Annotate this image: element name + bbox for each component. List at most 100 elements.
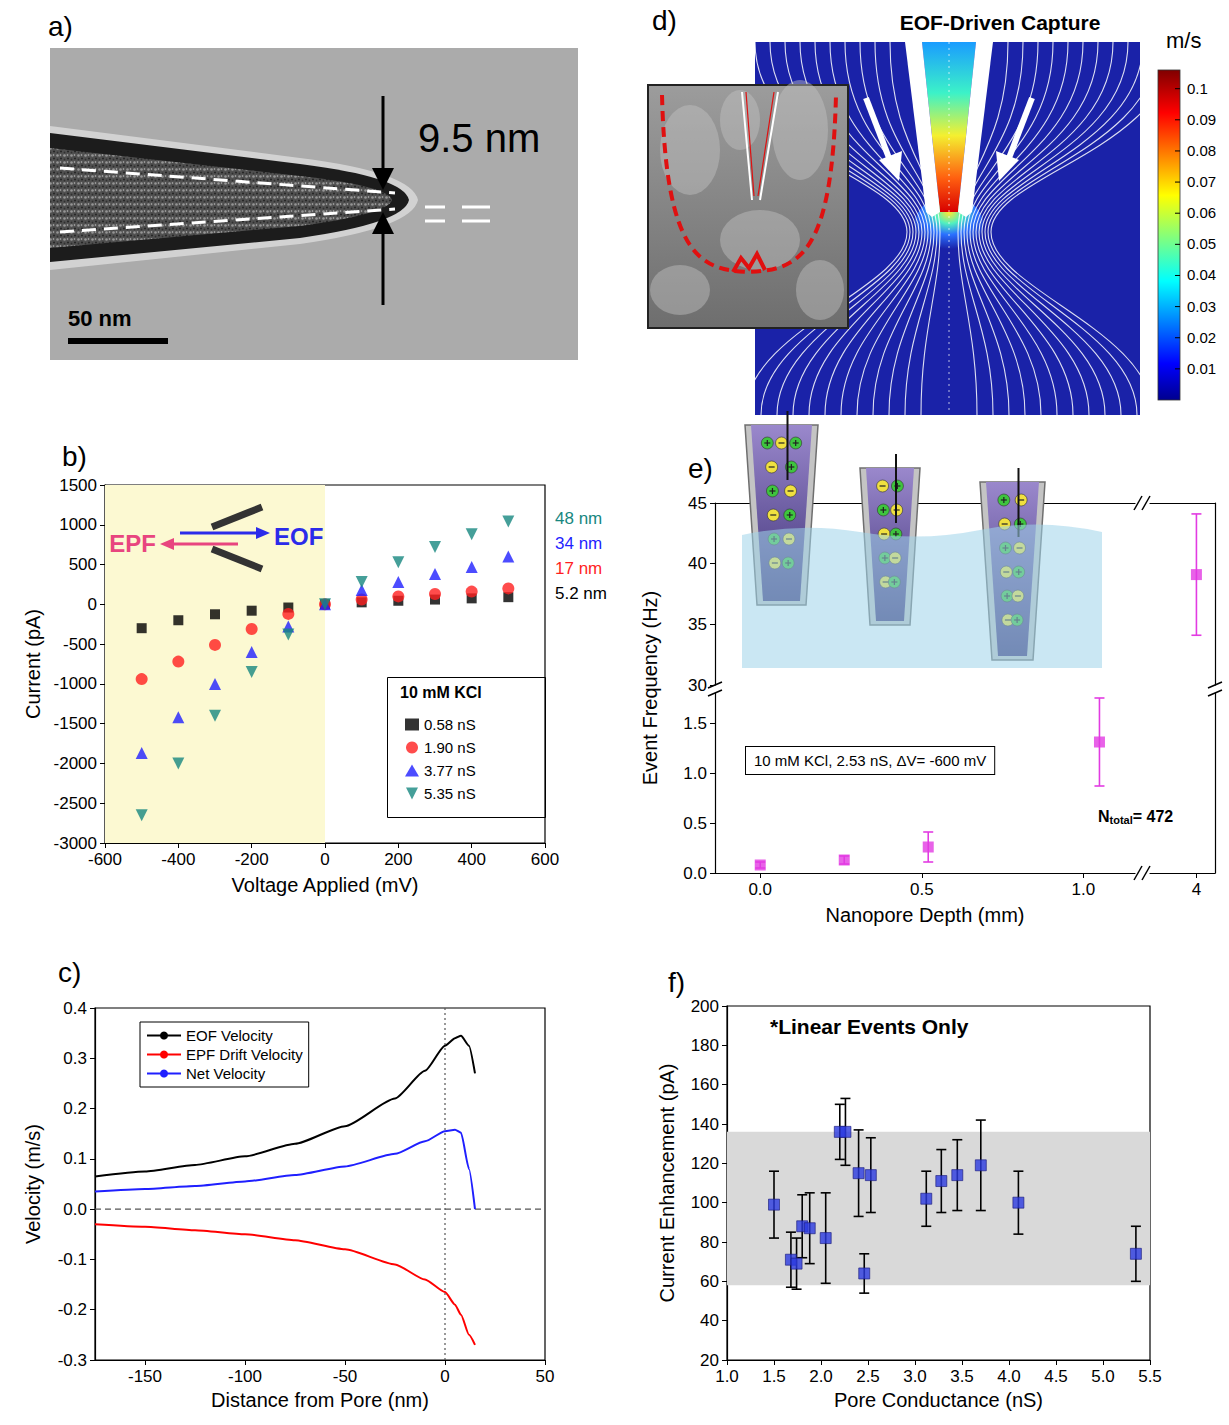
svg-text:*Linear Events Only: *Linear Events Only [770,1015,969,1038]
svg-text:-50: -50 [333,1367,358,1386]
svg-text:10 mM KCl, 2.53 nS, ΔV= -600 m: 10 mM KCl, 2.53 nS, ΔV= -600 mV [754,752,986,769]
svg-text:-200: -200 [235,850,269,869]
svg-text:Event Frequency (Hz): Event Frequency (Hz) [639,591,661,786]
svg-text:b): b) [62,441,87,472]
svg-text:Pore Conductance (nS): Pore Conductance (nS) [834,1389,1043,1411]
svg-text:EPF: EPF [109,530,156,557]
svg-text:80: 80 [700,1233,719,1252]
svg-text:140: 140 [691,1115,719,1134]
svg-text:50: 50 [536,1367,555,1386]
svg-text:0.09: 0.09 [1187,111,1216,128]
svg-text:a): a) [48,11,73,42]
svg-text:1.5: 1.5 [683,714,707,733]
svg-text:N: N [1098,808,1110,825]
svg-text:EOF Velocity: EOF Velocity [186,1027,273,1044]
svg-text:10 mM KCl: 10 mM KCl [400,684,482,701]
svg-text:-2500: -2500 [54,794,97,813]
svg-text:total: total [1110,814,1133,826]
svg-text:e): e) [688,453,713,484]
svg-text:180: 180 [691,1036,719,1055]
svg-text:1.90 nS: 1.90 nS [424,739,476,756]
svg-text:40: 40 [688,554,707,573]
svg-text:Distance from Pore (nm): Distance from Pore (nm) [211,1389,429,1411]
svg-text:600: 600 [531,850,559,869]
svg-text:50 nm: 50 nm [68,306,132,331]
svg-text:-0.2: -0.2 [58,1300,87,1319]
svg-text:5.0: 5.0 [1091,1367,1115,1386]
svg-text:4.0: 4.0 [997,1367,1021,1386]
svg-text:0.2: 0.2 [63,1099,87,1118]
svg-text:0.04: 0.04 [1187,266,1216,283]
svg-text:34 nm: 34 nm [555,534,602,553]
svg-text:f): f) [668,967,685,998]
svg-text:0.4: 0.4 [63,999,87,1018]
svg-text:EPF Drift Velocity: EPF Drift Velocity [186,1046,303,1063]
svg-text:3.5: 3.5 [950,1367,974,1386]
svg-text:0.0: 0.0 [748,880,772,899]
svg-text:17 nm: 17 nm [555,559,602,578]
svg-text:5.2 nm: 5.2 nm [555,584,607,603]
svg-text:-600: -600 [88,850,122,869]
svg-text:1000: 1000 [59,515,97,534]
svg-text:-0.1: -0.1 [58,1250,87,1269]
svg-text:0.03: 0.03 [1187,298,1216,315]
svg-text:3.0: 3.0 [903,1367,927,1386]
svg-text:45: 45 [688,494,707,513]
svg-text:5.5: 5.5 [1138,1367,1162,1386]
svg-text:4: 4 [1192,880,1201,899]
svg-text:0.5: 0.5 [910,880,934,899]
svg-text:3.77 nS: 3.77 nS [424,762,476,779]
svg-text:-1000: -1000 [54,674,97,693]
svg-text:0.07: 0.07 [1187,173,1216,190]
svg-text:40: 40 [700,1311,719,1330]
svg-text:48 nm: 48 nm [555,509,602,528]
svg-text:0.08: 0.08 [1187,142,1216,159]
svg-text:0.1: 0.1 [63,1149,87,1168]
svg-text:Velocity (m/s): Velocity (m/s) [22,1124,44,1244]
svg-text:-100: -100 [228,1367,262,1386]
svg-text:-400: -400 [161,850,195,869]
svg-text:9.5 nm: 9.5 nm [418,116,540,160]
svg-text:0.5: 0.5 [683,814,707,833]
svg-text:0.02: 0.02 [1187,329,1216,346]
svg-text:1.0: 1.0 [683,764,707,783]
svg-text:0: 0 [88,595,97,614]
svg-text:35: 35 [688,615,707,634]
svg-text:4.5: 4.5 [1044,1367,1068,1386]
svg-text:1.5: 1.5 [762,1367,786,1386]
svg-text:2.5: 2.5 [856,1367,880,1386]
svg-text:Current Enhancement (pA): Current Enhancement (pA) [656,1063,678,1302]
svg-text:200: 200 [691,997,719,1016]
svg-text:0.05: 0.05 [1187,235,1216,252]
svg-text:1.0: 1.0 [715,1367,739,1386]
svg-text:-0.3: -0.3 [58,1351,87,1370]
svg-text:400: 400 [457,850,485,869]
svg-text:5.35 nS: 5.35 nS [424,785,476,802]
svg-text:-1500: -1500 [54,714,97,733]
svg-text:2.0: 2.0 [809,1367,833,1386]
svg-text:0.3: 0.3 [63,1049,87,1068]
svg-text:0: 0 [320,850,329,869]
svg-text:1500: 1500 [59,476,97,495]
svg-text:0.58 nS: 0.58 nS [424,716,476,733]
svg-text:0.01: 0.01 [1187,360,1216,377]
svg-text:-500: -500 [63,635,97,654]
svg-text:= 472: = 472 [1133,808,1174,825]
svg-text:0.06: 0.06 [1187,204,1216,221]
svg-text:200: 200 [384,850,412,869]
svg-text:d): d) [652,5,677,36]
svg-text:Net Velocity: Net Velocity [186,1065,266,1082]
svg-text:0.0: 0.0 [63,1200,87,1219]
svg-text:1.0: 1.0 [1071,880,1095,899]
svg-text:-2000: -2000 [54,754,97,773]
svg-text:120: 120 [691,1154,719,1173]
svg-text:Current (pA): Current (pA) [22,609,44,719]
svg-text:0.0: 0.0 [683,864,707,883]
svg-text:160: 160 [691,1075,719,1094]
svg-text:c): c) [58,957,81,988]
svg-text:500: 500 [69,555,97,574]
svg-text:Voltage Applied (mV): Voltage Applied (mV) [232,874,419,896]
svg-text:0.1: 0.1 [1187,80,1208,97]
svg-text:-150: -150 [128,1367,162,1386]
svg-text:EOF-Driven Capture: EOF-Driven Capture [900,11,1101,34]
